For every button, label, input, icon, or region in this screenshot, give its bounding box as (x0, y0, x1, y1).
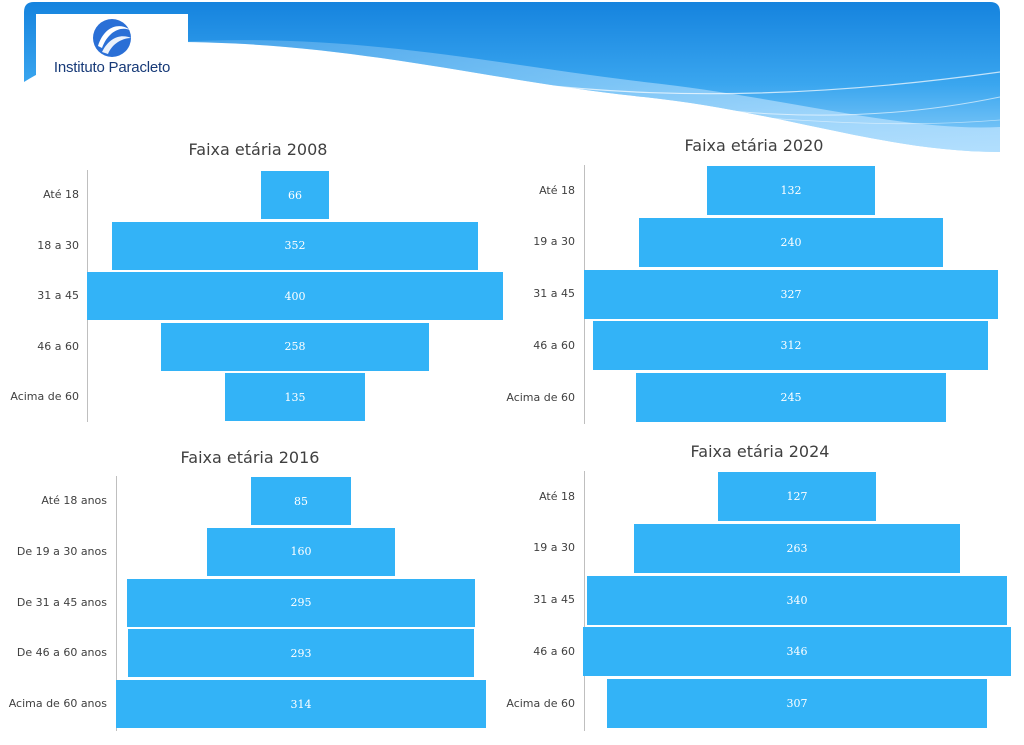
category-label: De 46 a 60 anos (16, 646, 107, 660)
bar: 312 (593, 321, 989, 371)
bar: 352 (111, 221, 479, 270)
bar-value-label: 400 (284, 289, 306, 303)
category-label: 46 a 60 (533, 644, 575, 658)
bar: 135 (224, 373, 366, 422)
bar: 307 (607, 679, 987, 729)
bar-value-label: 240 (780, 235, 802, 249)
bar-value-label: 295 (290, 596, 312, 610)
category-axis-line (584, 471, 585, 731)
category-label: Acima de 60 (506, 696, 575, 710)
category-label: Acima de 60 (10, 390, 79, 404)
bar-value-label: 135 (284, 390, 306, 404)
category-label: Até 18 (539, 489, 575, 503)
category-label: Até 18 (539, 183, 575, 197)
bar: 245 (635, 373, 947, 423)
category-axis-line (116, 476, 117, 731)
bar-value-label: 66 (287, 188, 302, 202)
chart-title: Faixa etária 2020 (684, 136, 824, 155)
bar-value-label: 312 (780, 339, 802, 353)
bar: 258 (160, 322, 430, 371)
bar-value-label: 245 (780, 391, 802, 405)
chart-title: Faixa etária 2016 (180, 448, 320, 467)
category-label: 46 a 60 (533, 338, 575, 352)
bar-value-label: 352 (284, 239, 306, 253)
bar: 340 (586, 575, 1008, 625)
bar: 66 (260, 171, 330, 219)
logo-text: Instituto Paracleto (53, 59, 171, 76)
category-label: 31 a 45 (533, 593, 575, 607)
chart-title: Faixa etária 2008 (188, 140, 328, 159)
bar-value-label: 346 (786, 645, 808, 659)
bar-value-label: 132 (780, 184, 802, 197)
bar-value-label: 258 (284, 340, 306, 354)
category-label: Até 18 (43, 188, 79, 201)
category-label: 31 a 45 (37, 289, 79, 303)
chart-title: Faixa etária 2024 (690, 442, 830, 461)
category-label: Até 18 anos (41, 494, 107, 507)
category-label: Acima de 60 anos (8, 697, 107, 711)
bar: 295 (127, 578, 475, 627)
logo-globe-icon (93, 19, 131, 57)
category-label: 46 a 60 (37, 339, 79, 353)
category-label: 31 a 45 (533, 287, 575, 301)
bar: 314 (116, 680, 486, 729)
bar: 293 (128, 629, 474, 678)
bar-value-label: 263 (786, 541, 808, 555)
category-label: De 19 a 30 anos (16, 544, 107, 558)
bar-value-label: 127 (786, 490, 808, 503)
bar-value-label: 85 (293, 494, 308, 508)
bar-value-label: 293 (290, 646, 312, 660)
category-label: 19 a 30 (533, 541, 575, 555)
bar: 85 (250, 477, 352, 525)
category-label: Acima de 60 (506, 390, 575, 404)
bar-value-label: 160 (290, 545, 312, 559)
category-label: 18 a 30 (37, 238, 79, 252)
bar: 346 (583, 627, 1011, 677)
bar: 127 (718, 472, 876, 521)
bar: 160 (206, 527, 396, 576)
bar-value-label: 307 (786, 697, 808, 711)
bar: 327 (584, 269, 998, 319)
bar-value-label: 314 (290, 697, 312, 711)
logo: Instituto Paracleto (36, 14, 188, 84)
category-label: 19 a 30 (533, 235, 575, 249)
bar: 240 (639, 217, 943, 267)
bar-value-label: 327 (780, 287, 802, 301)
bar: 132 (707, 166, 875, 215)
category-label: De 31 a 45 anos (16, 595, 107, 609)
bar: 400 (87, 272, 503, 321)
header-banner (24, 2, 1000, 152)
bar: 263 (634, 523, 960, 573)
bar-value-label: 340 (786, 593, 808, 607)
